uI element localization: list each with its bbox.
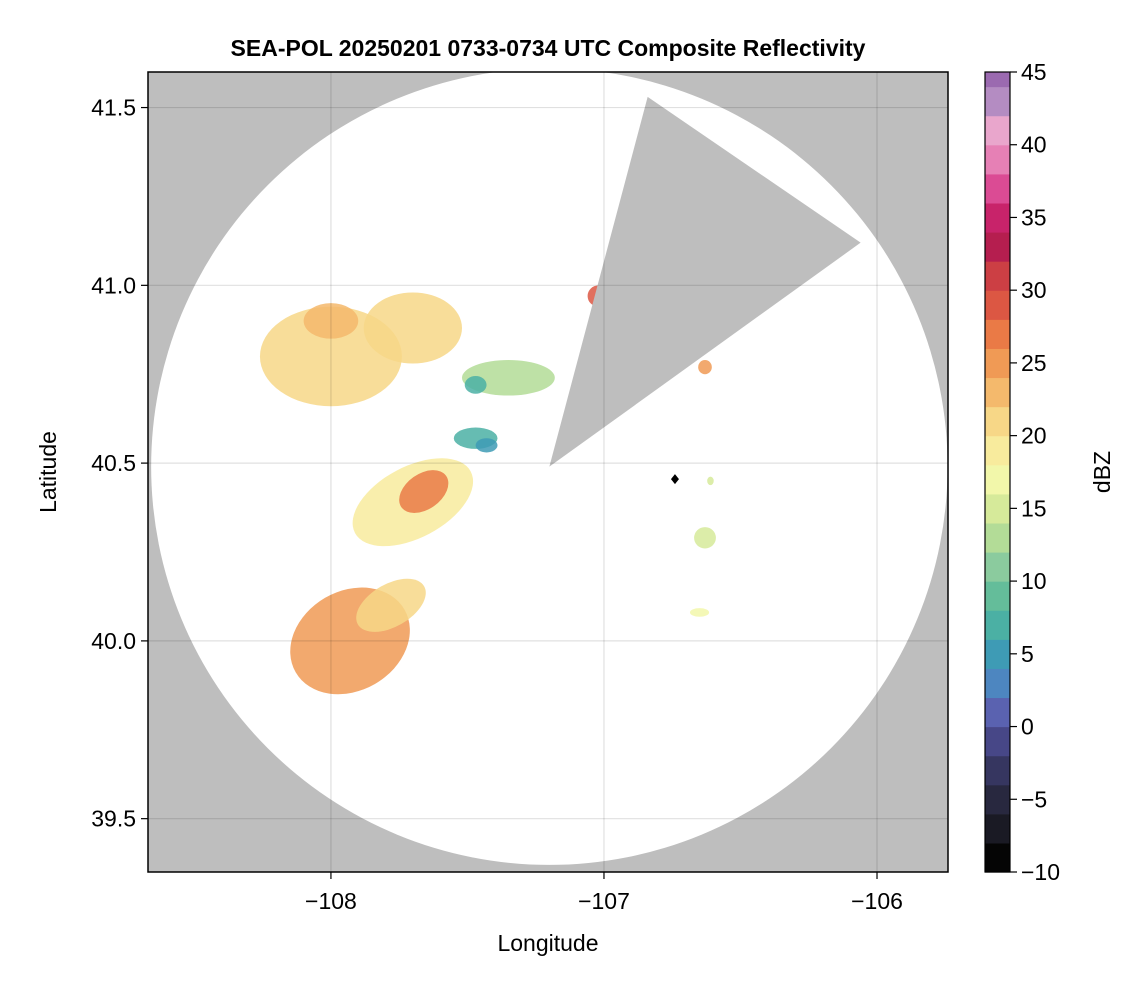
echo-cell xyxy=(707,476,714,486)
colorbar-swatch xyxy=(985,842,1010,873)
colorbar-swatch xyxy=(985,784,1010,815)
colorbar-swatch xyxy=(985,726,1010,757)
colorbar-swatch xyxy=(985,319,1010,349)
colorbar-swatch xyxy=(985,115,1010,146)
echo-cell xyxy=(475,438,498,453)
colorbar-tick-label: −5 xyxy=(1021,786,1047,812)
x-axis-label: Longitude xyxy=(497,930,598,956)
colorbar-swatch xyxy=(985,668,1010,699)
colorbar-swatch xyxy=(985,232,1010,262)
colorbar-tick-label: −10 xyxy=(1021,859,1060,885)
colorbar xyxy=(984,71,1011,873)
echo-cell xyxy=(356,578,426,632)
x-tick-label: −106 xyxy=(851,888,903,914)
echo-cell xyxy=(363,292,462,364)
colorbar-tick-label: 40 xyxy=(1021,132,1047,158)
colorbar-swatch xyxy=(985,552,1010,582)
x-tick-label: −108 xyxy=(305,888,357,914)
colorbar-swatch xyxy=(985,261,1010,291)
colorbar-tick-label: 0 xyxy=(1021,714,1034,740)
colorbar-swatch xyxy=(985,755,1010,786)
echo-cell xyxy=(694,527,716,549)
colorbar-swatch xyxy=(985,522,1010,553)
colorbar-swatch xyxy=(985,406,1010,437)
colorbar-tick-label: 5 xyxy=(1021,641,1034,667)
colorbar-swatch xyxy=(985,173,1010,204)
colorbar-tick-label: 20 xyxy=(1021,423,1047,449)
colorbar-swatch xyxy=(985,290,1010,320)
y-tick-label: 39.5 xyxy=(91,806,136,832)
chart-title: SEA-POL 20250201 0733-0734 UTC Composite… xyxy=(231,35,866,61)
plot-frame xyxy=(147,71,949,873)
colorbar-swatch xyxy=(985,202,1010,233)
colorbar-swatch xyxy=(985,493,1010,524)
echo-cell xyxy=(399,470,449,513)
colorbar-swatch xyxy=(985,697,1010,728)
colorbar-frame xyxy=(984,71,1011,873)
colorbar-swatch xyxy=(985,435,1010,466)
y-axis-ticks: 39.5 40.0 40.5 41.0 41.5 xyxy=(91,95,148,832)
colorbar-tick-label: 15 xyxy=(1021,495,1047,521)
grid-lines xyxy=(148,72,948,872)
colorbar-tick-label: 35 xyxy=(1021,204,1047,230)
x-tick-label: −107 xyxy=(578,888,630,914)
colorbar-swatch xyxy=(985,72,1010,88)
blocked-sector xyxy=(549,96,861,467)
plot-area xyxy=(148,72,948,872)
colorbar-swatch xyxy=(985,377,1010,408)
echo-cell xyxy=(303,303,359,339)
colorbar-swatch xyxy=(985,86,1010,117)
colorbar-swatch xyxy=(985,813,1010,844)
y-tick-label: 40.0 xyxy=(91,628,136,654)
colorbar-swatch xyxy=(985,581,1010,611)
colorbar-swatch xyxy=(985,639,1010,669)
colorbar-swatch xyxy=(985,464,1010,495)
colorbar-tick-label: 10 xyxy=(1021,568,1047,594)
y-tick-label: 41.0 xyxy=(91,272,136,298)
colorbar-tick-label: 30 xyxy=(1021,277,1047,303)
x-axis-ticks: −108 −107 −106 xyxy=(305,872,903,914)
echo-cell xyxy=(698,360,712,375)
colorbar-swatch xyxy=(985,610,1010,640)
radar-site-marker xyxy=(670,474,679,485)
colorbar-tick-label: 25 xyxy=(1021,350,1047,376)
colorbar-ticks: −10 −5 0 5 10 15 20 25 30 35 40 45 xyxy=(1010,59,1060,885)
colorbar-swatch xyxy=(985,348,1010,379)
y-tick-label: 40.5 xyxy=(91,450,136,476)
echo-cell xyxy=(689,608,710,617)
colorbar-tick-label: 45 xyxy=(1021,59,1047,85)
colorbar-label: dBZ xyxy=(1089,451,1115,493)
colorbar-swatch xyxy=(985,144,1010,175)
echo-cell xyxy=(464,376,487,394)
reflectivity-echoes xyxy=(259,285,716,695)
y-axis-label: Latitude xyxy=(35,431,61,513)
y-tick-label: 41.5 xyxy=(91,95,136,121)
